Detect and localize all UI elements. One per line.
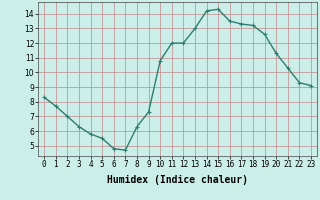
X-axis label: Humidex (Indice chaleur): Humidex (Indice chaleur): [107, 175, 248, 185]
